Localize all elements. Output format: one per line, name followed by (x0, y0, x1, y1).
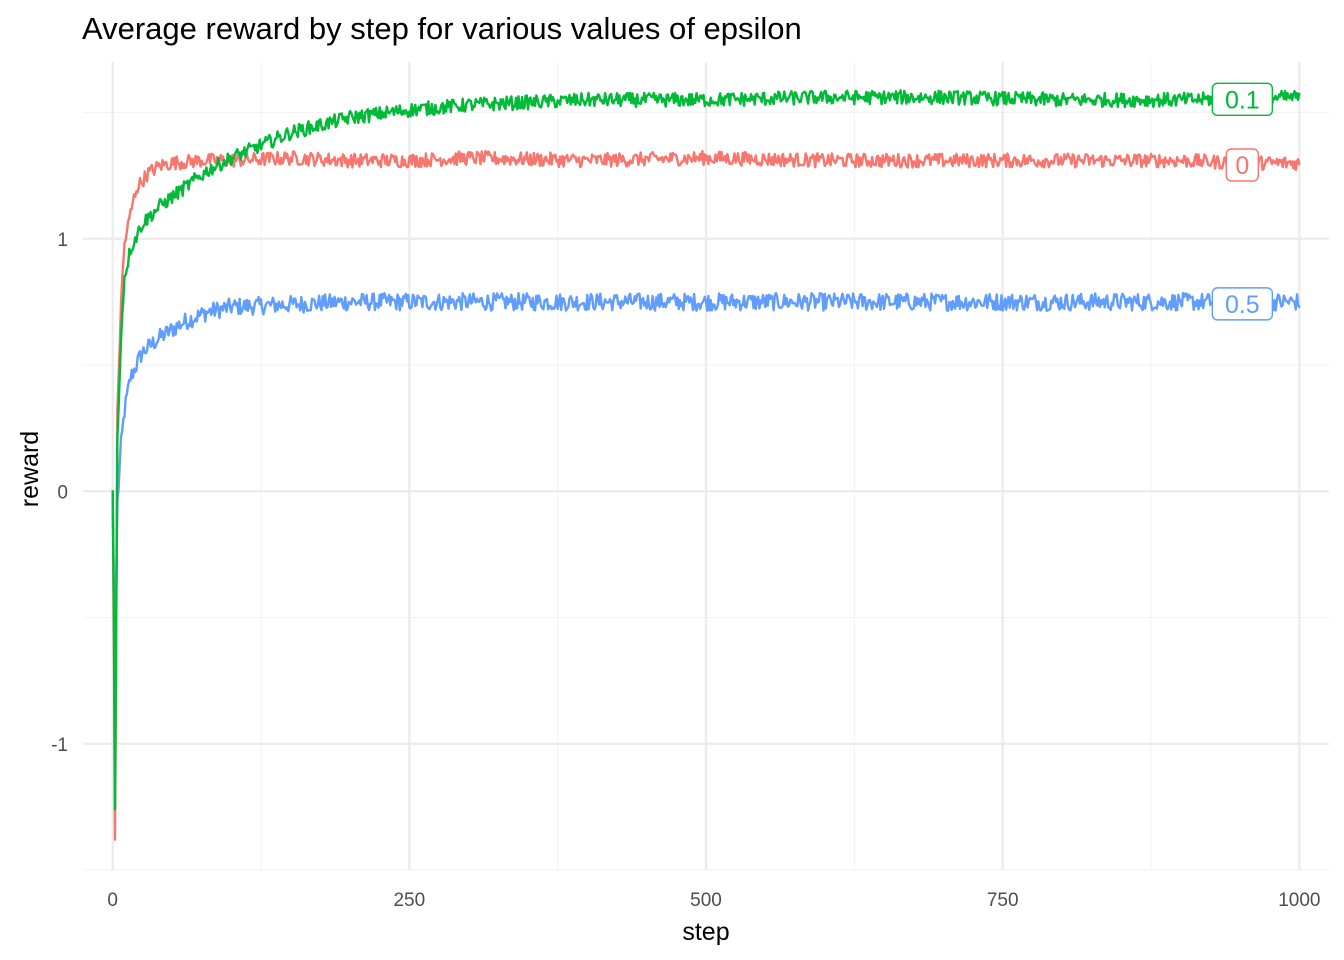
x-axis-title: step (682, 918, 729, 946)
end-label-0.5: 0.5 (1211, 287, 1274, 321)
y-tick-label: 0 (57, 482, 68, 503)
x-tick-label: 250 (393, 890, 425, 911)
x-tick-label: 500 (690, 890, 722, 911)
end-label-0.1: 0.1 (1211, 82, 1274, 117)
series-line-0.5 (111, 291, 1301, 682)
tick-labels: 0 250 500 750 1000 -1 0 1 (51, 230, 1320, 911)
y-tick-label: -1 (51, 735, 68, 756)
series-line-0 (111, 150, 1301, 841)
x-tick-label: 0 (107, 890, 118, 911)
gridlines (83, 62, 1329, 871)
x-tick-label: 1000 (1278, 890, 1320, 911)
end-label-box (1225, 148, 1260, 182)
x-tick-label: 750 (987, 890, 1019, 911)
y-tick-label: 1 (57, 230, 68, 251)
y-axis-title: reward (16, 431, 44, 507)
end-labels: 0.5 0 0.1 (1211, 82, 1274, 321)
end-label-text: 0.5 (1225, 291, 1260, 319)
end-label-text: 0 (1235, 152, 1249, 180)
chart-title: Average reward by step for various value… (82, 11, 802, 46)
end-label-0: 0 (1225, 148, 1260, 182)
end-label-text: 0.1 (1225, 86, 1260, 114)
end-label-box (1211, 287, 1274, 321)
end-label-box (1211, 82, 1274, 117)
series-lines (111, 89, 1301, 841)
series-line-0.1 (111, 89, 1301, 811)
